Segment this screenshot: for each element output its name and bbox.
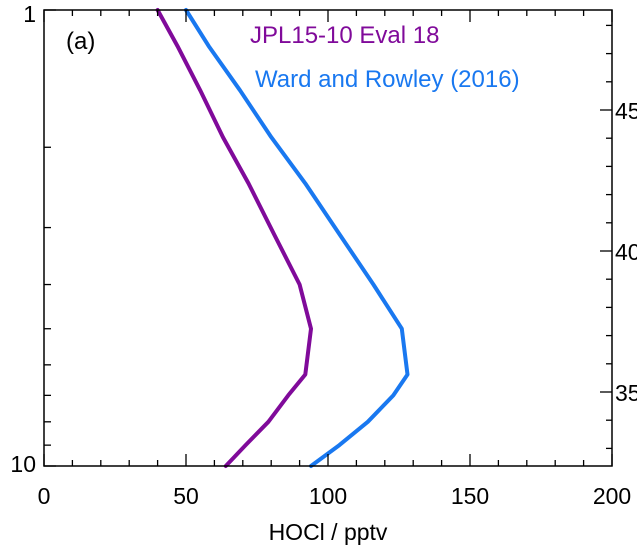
x-tick-label: 0 bbox=[38, 483, 51, 509]
x-axis-title: HOCl / pptv bbox=[269, 519, 388, 545]
labels-layer: 0 50 100 150 200 1 10 45 40 35 bbox=[10, 1, 637, 509]
x-tick-label: 200 bbox=[593, 483, 631, 509]
right-tick-label: 40 bbox=[615, 239, 637, 265]
right-tick-label: 35 bbox=[615, 380, 637, 406]
series-line-1 bbox=[184, 8, 410, 468]
x-tick-label: 150 bbox=[451, 483, 489, 509]
series-layer bbox=[155, 8, 410, 468]
ticks-layer bbox=[43, 9, 613, 467]
right-tick-label: 45 bbox=[615, 98, 637, 124]
legend-entry-ward-rowley: Ward and Rowley (2016) bbox=[255, 66, 520, 93]
panel-label: (a) bbox=[66, 28, 95, 55]
y-tick-label: 1 bbox=[23, 1, 36, 27]
legend-entry-jpl: JPL15-10 Eval 18 bbox=[250, 22, 439, 49]
series-line-0 bbox=[155, 8, 313, 468]
y-tick-label: 10 bbox=[10, 451, 36, 477]
x-tick-label: 50 bbox=[173, 483, 199, 509]
x-tick-label: 100 bbox=[309, 483, 347, 509]
